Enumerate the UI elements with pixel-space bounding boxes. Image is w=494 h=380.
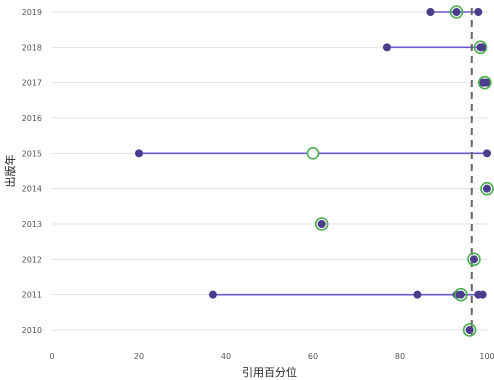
x-tick-40: 40 [221,352,231,361]
y-tick-2013: 2013 [22,220,42,229]
y-tick-labels: 2010 2011 2012 2013 2014 2015 2016 2017 2018 2019 [22,8,42,335]
y-tick-2016: 2016 [22,114,42,123]
data-point-2015-1 [483,149,491,158]
x-tick-100: 100 [479,352,494,361]
data-point-2017-2 [483,78,491,87]
y-tick-2018: 2018 [22,43,42,52]
data-point-2015-0 [135,149,143,158]
data-point-2018-2 [478,43,487,52]
highlight-ring-2015-0 [306,147,320,160]
x-tick-20: 20 [134,352,144,361]
y-tick-2017: 2017 [22,79,42,88]
y-tick-2011: 2011 [22,291,42,300]
data-point-2014-0 [483,184,491,193]
data-point-2018-0 [382,43,391,52]
y-tick-2019: 2019 [22,8,42,17]
highlight-rings [306,5,494,337]
data-point-2011-1 [413,290,422,299]
highlight-ring-2014-0 [480,181,494,196]
highlight-ring-2013-0 [314,217,329,231]
grid-lines [52,11,487,331]
data-point-2011-3 [456,290,465,299]
y-tick-2012: 2012 [22,255,42,264]
data-point-2011-0 [208,290,217,299]
y-tick-2010: 2010 [22,326,42,335]
highlight-ring-2018-0 [473,40,488,55]
data-point-2019-2 [474,8,483,16]
x-tick-0: 0 [49,352,54,361]
data-point-2019-1 [452,8,461,16]
highlight-ring-2011-0 [454,287,468,302]
y-axis-title: 出版年 [3,155,17,188]
highlight-ring-2017-0 [478,75,492,90]
x-tick-60: 60 [308,352,318,361]
y-tick-2014: 2014 [22,185,42,194]
x-tick-80: 80 [395,352,405,361]
x-tick-labels: 0 20 40 60 80 100 [49,352,494,361]
data-point-2019-0 [426,8,435,16]
data-point-2011-5 [478,290,487,299]
highlight-ring-2019-0 [449,5,464,19]
x-axis-title: 引用百分位 [242,365,297,379]
highlight-ring-2010-0 [462,323,477,337]
data-point-2013-0 [317,220,326,228]
data-points [135,8,491,334]
y-tick-2015: 2015 [22,149,42,158]
highlight-ring-2012-0 [467,252,481,267]
